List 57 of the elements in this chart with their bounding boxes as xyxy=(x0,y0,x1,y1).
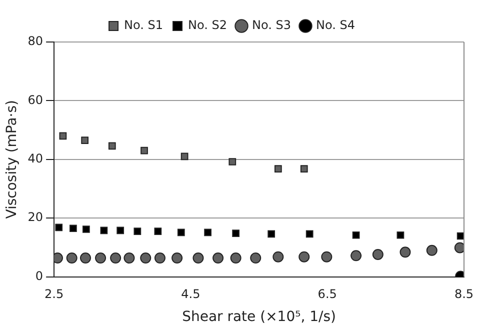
point xyxy=(116,226,124,234)
point xyxy=(321,251,332,262)
point xyxy=(250,252,262,264)
point xyxy=(274,165,282,172)
point xyxy=(272,251,284,262)
point xyxy=(306,230,314,238)
point xyxy=(268,230,276,238)
point xyxy=(140,252,152,264)
legend-label: No. S1 xyxy=(124,18,164,32)
point xyxy=(80,252,91,264)
point xyxy=(300,165,308,172)
x-tick-label: 2.5 xyxy=(44,287,64,302)
point xyxy=(154,228,162,235)
point xyxy=(95,252,106,264)
y-tick-label: 60 xyxy=(28,92,44,107)
point xyxy=(108,142,116,150)
point xyxy=(228,158,236,166)
legend-label: No. S2 xyxy=(188,18,228,32)
point xyxy=(232,230,240,238)
y-tick-label: 80 xyxy=(28,34,44,48)
point xyxy=(352,231,360,239)
y-tick-label: 20 xyxy=(28,210,44,224)
x-tick-label: 6.5 xyxy=(318,287,337,302)
point xyxy=(180,152,188,160)
point xyxy=(82,226,90,233)
point xyxy=(81,136,88,144)
point xyxy=(372,248,384,260)
point xyxy=(230,252,242,264)
point xyxy=(426,244,438,256)
legend-label: No. S3 xyxy=(252,18,291,32)
point xyxy=(396,231,404,239)
point xyxy=(154,252,166,264)
legend-label: No. S4 xyxy=(316,18,355,32)
point xyxy=(172,252,183,264)
point xyxy=(177,228,185,236)
point xyxy=(110,252,122,264)
point xyxy=(66,252,78,264)
x-tick-label: 4.5 xyxy=(181,287,200,302)
point xyxy=(59,132,67,140)
y-tick-label: 0 xyxy=(35,268,44,283)
point xyxy=(140,146,148,154)
point xyxy=(350,250,362,262)
point xyxy=(70,224,77,232)
y-axis-title: Viscosity (mPa·s) xyxy=(4,100,20,219)
x-tick-label: 8.5 xyxy=(454,287,474,302)
y-tick-label: 40 xyxy=(28,152,44,166)
point xyxy=(124,252,135,264)
point xyxy=(212,252,224,264)
point xyxy=(400,246,411,258)
point xyxy=(100,226,108,234)
point xyxy=(134,228,142,235)
x-axis-title: Shear rate (×10⁵, 1/s) xyxy=(182,309,336,326)
point xyxy=(192,252,204,264)
point xyxy=(454,242,464,254)
point xyxy=(55,224,63,232)
point xyxy=(298,251,310,262)
point xyxy=(204,228,212,236)
